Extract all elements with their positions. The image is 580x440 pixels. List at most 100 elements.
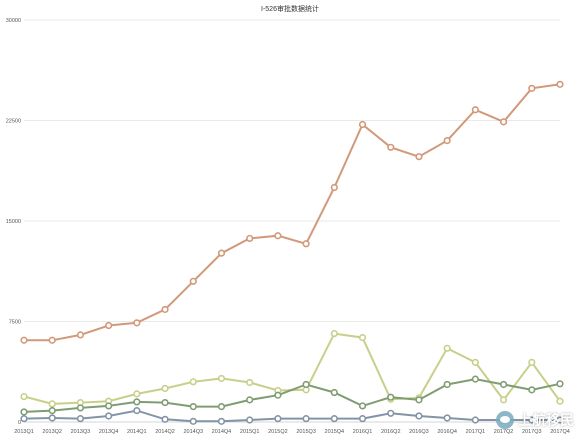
series-4-point <box>161 415 169 423</box>
series-3-point <box>358 402 367 410</box>
series-1-point <box>246 234 254 243</box>
series-1-point <box>556 80 564 88</box>
series-2-point <box>246 378 254 387</box>
series-2-point <box>499 396 508 404</box>
series-1-point <box>48 336 56 344</box>
series-2-point <box>189 378 197 386</box>
wechat-icon <box>496 411 514 429</box>
watermark: 上航移民 <box>496 410 574 430</box>
series-3-point <box>133 398 141 406</box>
x-tick-label: 2014Q3 <box>183 429 203 435</box>
series-1-point <box>387 143 395 151</box>
series-4-point <box>48 414 56 422</box>
series-3-point <box>20 408 28 416</box>
series-4-point <box>105 412 113 420</box>
series-4-point <box>556 416 564 424</box>
series-3-point <box>161 398 169 407</box>
series-2-point <box>161 384 169 393</box>
y-tick-label: 30000 <box>6 18 21 24</box>
series-1-point <box>302 240 310 248</box>
series-3-point <box>415 396 423 404</box>
x-tick-label: 2015Q3 <box>296 429 316 435</box>
y-tick-label: 22500 <box>6 119 21 125</box>
watermark-text: 上航移民 <box>518 412 574 428</box>
series-2-point <box>133 390 141 398</box>
series-2-point <box>471 358 479 366</box>
series-3-point <box>556 380 564 388</box>
series-3-point <box>387 393 395 401</box>
series-4-point <box>358 415 367 423</box>
x-tick-label: 2015Q4 <box>325 429 345 435</box>
x-tick-label: 2015Q1 <box>240 429 260 435</box>
series-4-point <box>387 409 395 417</box>
x-tick-label: 2017Q1 <box>466 429 486 435</box>
series-3-point <box>105 402 113 410</box>
x-tick-label: 2013Q1 <box>14 429 34 435</box>
series-2-point <box>48 400 56 408</box>
x-tick-label: 2014Q1 <box>127 429 147 435</box>
series-2-point <box>443 344 451 352</box>
series-1-point <box>358 120 367 129</box>
series-1-point <box>415 153 423 161</box>
y-tick-label: 0 <box>18 420 21 426</box>
x-tick-label: 2017Q4 <box>550 429 570 435</box>
series-1-point <box>330 183 338 192</box>
series-4-point <box>443 414 451 422</box>
x-tick-label: 2014Q2 <box>155 429 175 435</box>
series-2-point <box>20 392 28 401</box>
series-4-point <box>528 416 536 424</box>
series-1-point <box>443 137 451 145</box>
x-tick-label: 2016Q4 <box>437 429 457 435</box>
series-3-point <box>76 404 85 412</box>
series-1-point <box>471 106 479 114</box>
x-tick-label: 2016Q1 <box>353 429 373 435</box>
series-1-point <box>528 84 536 92</box>
series-3-point <box>528 386 536 394</box>
series-2-point <box>358 333 367 342</box>
series-4-point <box>76 415 85 423</box>
y-tick-label: 15000 <box>6 219 21 225</box>
x-tick-label: 2015Q2 <box>268 429 288 435</box>
series-3-point <box>302 380 310 389</box>
series-4-point <box>415 412 423 420</box>
series-line-4 <box>23 409 560 423</box>
series-1-point <box>499 118 508 126</box>
series-3-point <box>217 402 226 411</box>
series-4-point <box>330 415 338 423</box>
x-tick-label: 2017Q3 <box>522 429 542 435</box>
x-tick-label: 2016Q2 <box>381 429 401 435</box>
series-3-point <box>499 380 508 389</box>
x-tick-label: 2014Q4 <box>212 429 232 435</box>
series-4-point <box>133 407 141 415</box>
series-1-point <box>189 277 197 285</box>
series-1-point <box>274 232 282 240</box>
series-4-point <box>217 417 226 425</box>
series-4-point <box>20 415 28 423</box>
series-1-point <box>20 336 28 344</box>
series-3-point <box>274 391 282 399</box>
x-tick-label: 2013Q2 <box>42 429 62 435</box>
series-3-point <box>246 396 254 404</box>
series-line-2 <box>23 332 561 405</box>
series-1-point <box>105 321 113 330</box>
series-4-point <box>471 416 479 424</box>
series-3-point <box>189 402 197 411</box>
series-3-point <box>330 388 338 397</box>
series-2-point <box>556 397 564 405</box>
y-tick-label: 7500 <box>9 320 21 326</box>
series-line-1 <box>24 83 561 342</box>
series-1-point <box>133 319 141 327</box>
x-tick-label: 2013Q4 <box>99 429 119 435</box>
series-4-point <box>246 416 254 424</box>
x-tick-label: 2016Q3 <box>409 429 429 435</box>
series-3-point <box>443 380 451 389</box>
series-1-point <box>217 249 226 257</box>
chart-title: I-526审批数据统计 <box>261 6 319 13</box>
series-2-point <box>330 329 338 338</box>
series-3-point <box>48 407 56 415</box>
series-4-point <box>274 415 282 423</box>
series-2-point <box>528 358 536 366</box>
x-tick-label: 2017Q2 <box>494 429 514 435</box>
series-4-point <box>189 417 197 425</box>
